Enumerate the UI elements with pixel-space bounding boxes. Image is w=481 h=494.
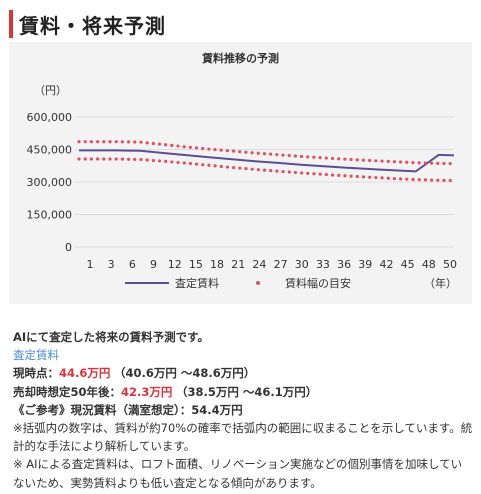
notes-intro: AIにて査定した将来の賃料予測です。 xyxy=(13,330,210,344)
title-accent-bar xyxy=(9,10,13,38)
x-tick-label: 9 xyxy=(150,258,157,271)
x-tick-label: 30 xyxy=(295,258,309,271)
current-range: （40.6万円 〜48.6万円） xyxy=(114,366,256,381)
x-tick-label: 6 xyxy=(129,258,136,271)
y-tick-label: 0 xyxy=(65,241,72,254)
y-tick-label: 150,000 xyxy=(27,209,73,222)
x-tick-label: 15 xyxy=(189,258,203,271)
notes-label: 査定賃料 xyxy=(13,348,59,363)
chart-title: 賃料推移の予測 xyxy=(202,52,279,65)
x-tick-label: 24 xyxy=(252,258,266,271)
y-tick-label: 300,000 xyxy=(27,176,73,189)
current-value: 44.6万円 xyxy=(59,366,111,381)
reference-rent: 《ご参考》現況賃料（満室想定）：54.4万円 xyxy=(13,402,243,417)
legend-label-assessed: 査定賃料 xyxy=(175,276,219,290)
legend-dot-swatch xyxy=(256,281,260,285)
series-dotted-rent-range xyxy=(77,140,456,166)
section-title: 賃料・将来予測 xyxy=(19,13,166,38)
section-header: 賃料・将来予測 xyxy=(9,9,166,39)
note-range-explanation: ※括弧内の数字は、賃料が約70%の確率で括弧内の範囲に収まることを示しています。… xyxy=(13,421,473,454)
current-label: 現時点： xyxy=(13,366,59,381)
forecast-notes: AIにて査定した将来の賃料予測です。 査定賃料 現時点：44.6万円 （40.6… xyxy=(13,328,473,492)
current-rent-line: 現時点：44.6万円 （40.6万円 〜48.6万円） xyxy=(13,364,473,382)
x-tick-label: 33 xyxy=(316,258,330,271)
future-value: 42.3万円 xyxy=(121,384,173,399)
x-tick-label: 48 xyxy=(422,258,436,271)
future-range: （38.5万円 〜46.1万円） xyxy=(176,384,318,399)
x-tick-label: 1 xyxy=(87,258,94,271)
y-tick-label: 450,000 xyxy=(27,144,73,157)
x-unit-label: （年） xyxy=(424,276,457,290)
note-ai-disclaimer: ※ AIによる査定賃料は、ロフト面積、リノベーション実施などの個別事情を加味して… xyxy=(13,457,463,490)
series-dotted-rent-range xyxy=(77,157,456,183)
future-label: 売却時想定50年後： xyxy=(13,384,122,399)
y-tick-label: 600,000 xyxy=(27,111,73,124)
x-tick-label: 3 xyxy=(108,258,115,271)
future-rent-line: 売却時想定50年後：42.3万円 （38.5万円 〜46.1万円） xyxy=(13,383,473,401)
x-tick-label: 45 xyxy=(401,258,415,271)
x-tick-label: 42 xyxy=(379,258,393,271)
chart-panel: 賃料推移の予測 （円） 0 150,000 300,000 450,000 600,000… xyxy=(9,42,472,304)
x-tick-label: 21 xyxy=(231,258,245,271)
x-tick-label: 39 xyxy=(358,258,372,271)
x-tick-label: 27 xyxy=(274,258,288,271)
x-tick-label: 36 xyxy=(337,258,351,271)
legend-label-range: 賃料幅の目安 xyxy=(285,276,351,290)
y-unit-label: （円） xyxy=(34,84,67,97)
x-tick-label: 18 xyxy=(210,258,224,271)
series-line-assessed-rent xyxy=(79,149,455,173)
x-tick-label: 12 xyxy=(168,258,182,271)
x-tick-label: 50 xyxy=(443,258,457,271)
